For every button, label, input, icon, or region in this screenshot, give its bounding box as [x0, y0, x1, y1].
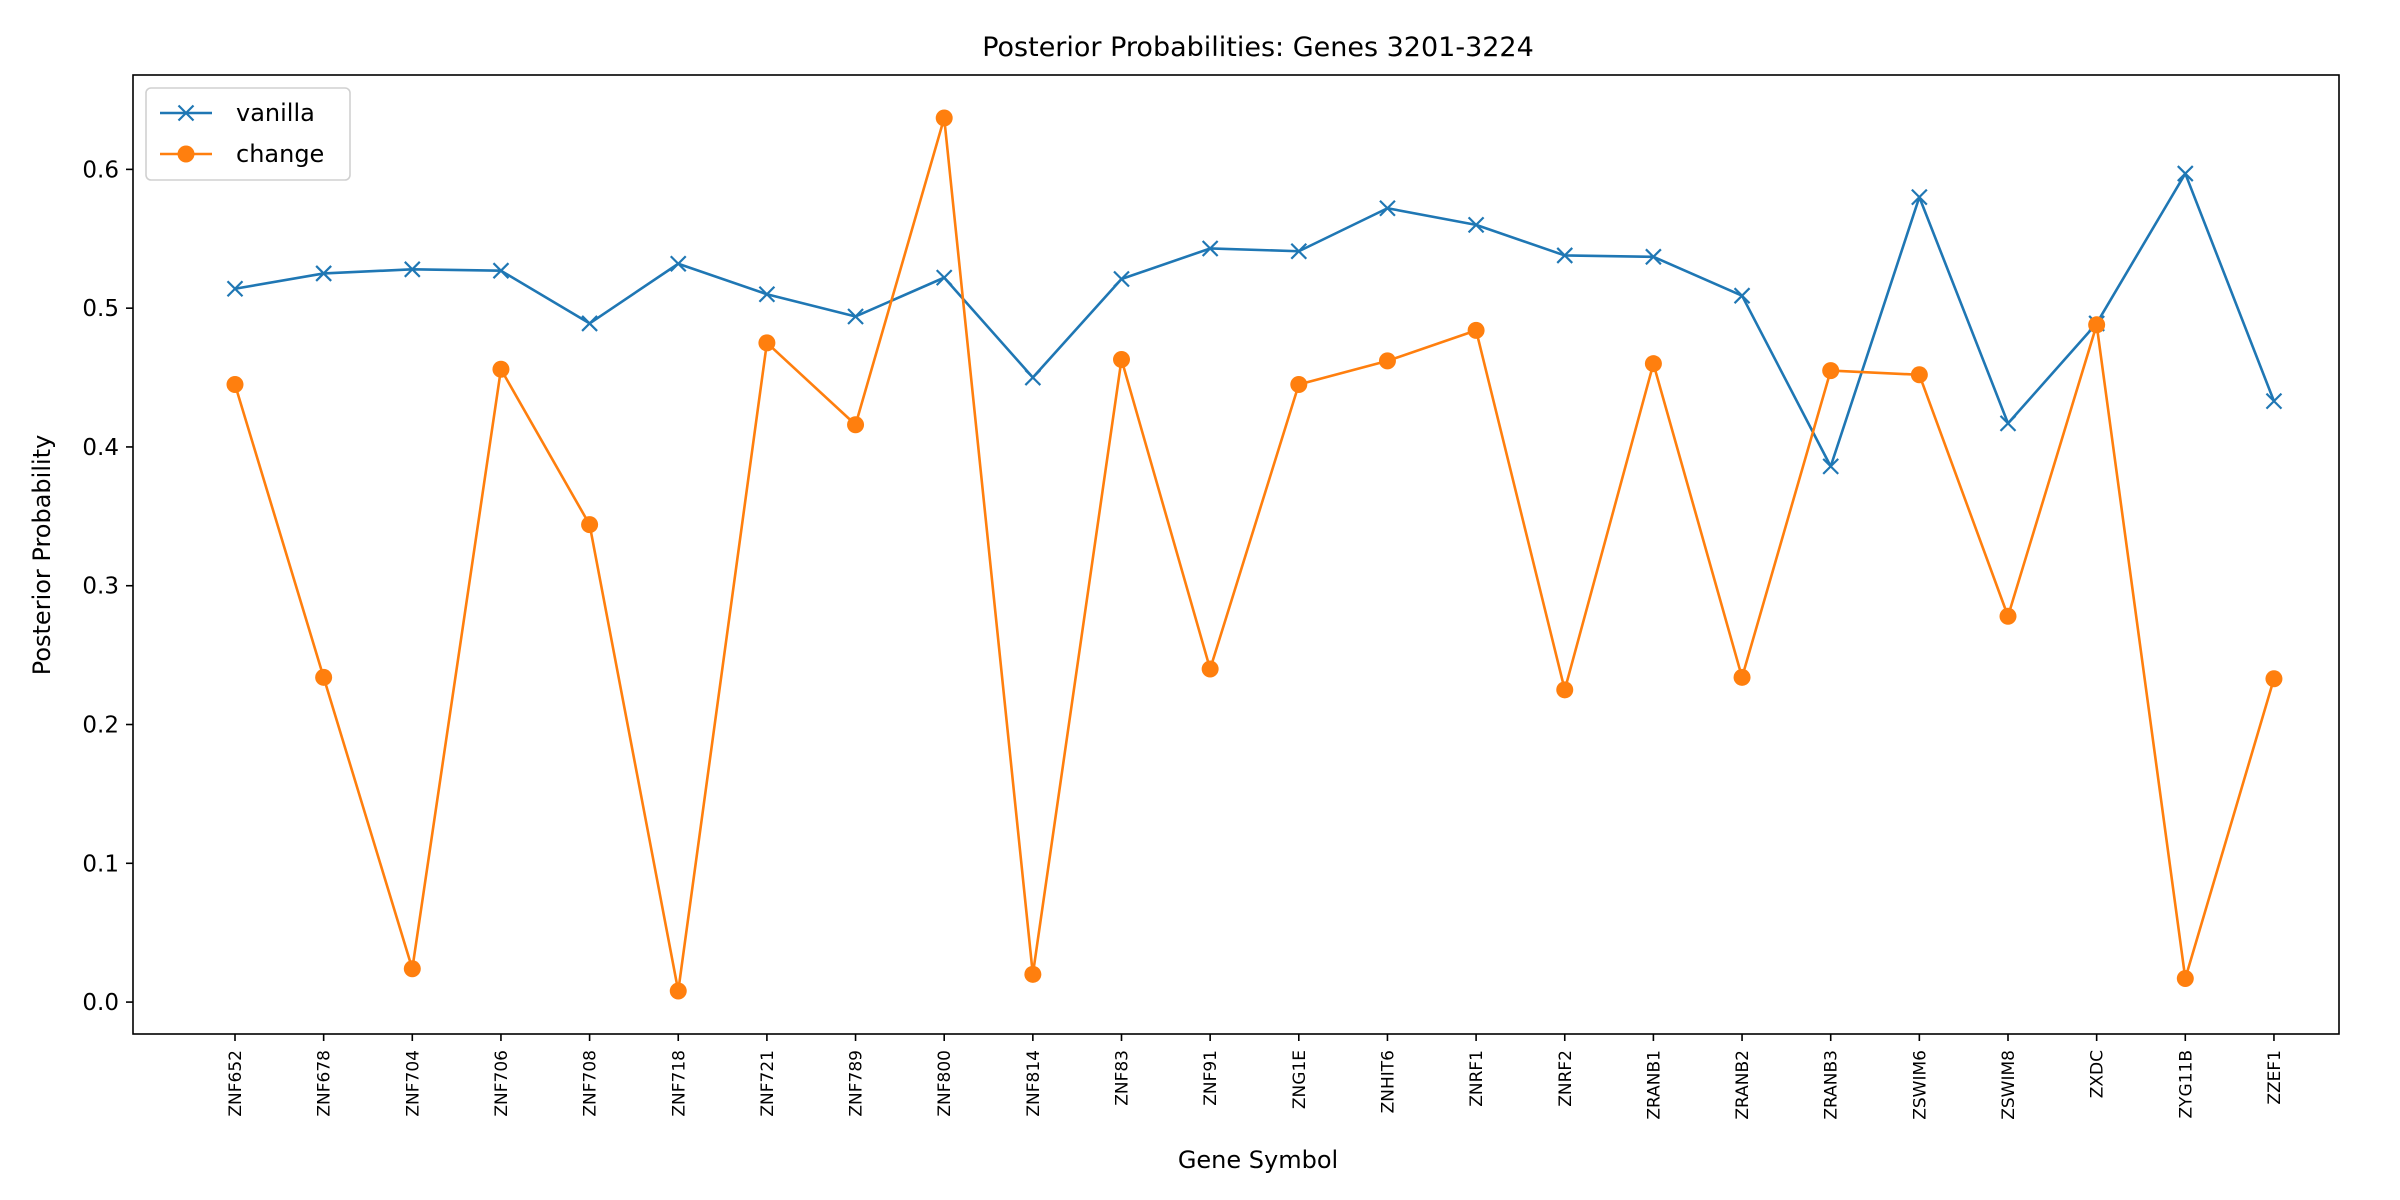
x-tick-label: ZNF678 — [315, 1050, 335, 1117]
data-point — [1378, 352, 1396, 370]
data-point — [847, 308, 864, 325]
data-point — [935, 269, 953, 286]
data-point — [1822, 362, 1840, 380]
y-tick-label: 0.6 — [82, 157, 119, 183]
x-tick-label: ZNF800 — [935, 1050, 955, 1117]
data-point — [315, 265, 332, 282]
data-point — [226, 280, 244, 298]
y-tick-label: 0.4 — [82, 435, 119, 461]
data-point — [935, 109, 953, 127]
data-point — [1822, 458, 1839, 475]
data-point — [315, 668, 333, 686]
data-point — [2265, 670, 2283, 688]
data-point — [1024, 369, 1042, 386]
x-tick-label: ZNRF2 — [1556, 1050, 1576, 1107]
x-tick-label: ZRANB1 — [1644, 1050, 1664, 1120]
x-tick-label: ZNF718 — [669, 1050, 689, 1117]
data-point — [1999, 607, 2017, 625]
x-tick-label: ZNF91 — [1201, 1050, 1221, 1106]
legend-marker — [177, 104, 195, 122]
data-point — [1113, 270, 1130, 288]
x-tick-label: ZSWIM8 — [1999, 1050, 2019, 1120]
data-point — [1201, 240, 1219, 257]
series-line — [234, 172, 2276, 468]
data-point — [1467, 321, 1485, 339]
legend-label: change — [236, 140, 324, 168]
legend-label: vanilla — [236, 99, 315, 127]
data-point — [1733, 287, 1751, 304]
x-tick-label: ZNF706 — [492, 1050, 512, 1117]
legend: vanilla change — [145, 87, 351, 181]
data-point — [226, 375, 244, 393]
chart-title: Posterior Probabilities: Genes 3201-3224 — [982, 32, 1534, 63]
data-point — [1467, 216, 1485, 234]
x-tick-label: ZNF789 — [847, 1050, 867, 1117]
data-point — [581, 315, 598, 332]
y-axis: 0.0 0.1 0.2 0.3 0.4 0.5 0.6 — [82, 157, 133, 1016]
x-tick-label: ZNF814 — [1024, 1050, 1044, 1117]
y-axis-label: Posterior Probability — [28, 435, 56, 676]
x-tick-label: ZRANB3 — [1822, 1050, 1842, 1120]
x-tick-label: ZNF652 — [226, 1050, 246, 1117]
data-point — [669, 255, 687, 273]
legend-item-change: change — [160, 140, 324, 168]
data-point — [1290, 375, 1308, 393]
plot-area — [132, 74, 2340, 1035]
data-point — [1113, 351, 1130, 369]
data-point — [2176, 969, 2194, 987]
data-point — [1379, 199, 1396, 217]
x-tick-label: ZYG11B — [2176, 1050, 2196, 1119]
legend-item-vanilla: vanilla — [160, 99, 315, 127]
data-point — [1201, 660, 1219, 678]
data-point — [847, 416, 865, 434]
y-tick-label: 0.1 — [82, 851, 119, 877]
legend-frame — [145, 87, 351, 181]
data-point — [758, 334, 776, 352]
data-point — [1644, 355, 1662, 373]
data-point — [758, 286, 776, 303]
data-point — [1910, 366, 1928, 384]
data-point — [1556, 247, 1574, 264]
legend-marker — [177, 145, 195, 163]
data-point — [1556, 681, 1574, 699]
x-tick-label: ZRANB2 — [1733, 1050, 1753, 1120]
data-point — [492, 360, 510, 378]
x-tick-label: ZSWIM6 — [1910, 1050, 1930, 1120]
x-tick-label: ZNHIT6 — [1378, 1050, 1398, 1113]
data-point — [403, 960, 421, 978]
y-tick-label: 0.0 — [82, 990, 119, 1016]
y-tick-label: 0.3 — [82, 574, 119, 600]
x-tick-label: ZZEF1 — [2265, 1050, 2285, 1105]
y-tick-label: 0.2 — [82, 713, 119, 739]
series-layer — [226, 109, 2283, 1000]
x-axis: ZNF652 ZNF678 ZNF704 ZNF706 ZNF708 ZNF718 ZNF7… — [226, 1034, 2285, 1120]
data-point — [404, 261, 421, 278]
y-tick-label: 0.5 — [82, 296, 119, 322]
x-tick-label: ZNRF1 — [1467, 1050, 1487, 1107]
data-point — [1024, 965, 1042, 983]
data-point — [492, 262, 510, 279]
x-tick-label: ZNG1E — [1290, 1050, 1310, 1109]
series-line — [233, 116, 2276, 993]
x-tick-label: ZNF704 — [403, 1050, 423, 1117]
x-tick-label: ZXDC — [2088, 1050, 2108, 1098]
data-point — [1733, 668, 1751, 686]
data-point — [1999, 415, 2017, 432]
data-point — [2177, 165, 2194, 182]
x-tick-label: ZNF83 — [1113, 1050, 1133, 1106]
data-point — [2265, 392, 2283, 410]
x-tick-label: ZNF721 — [758, 1050, 778, 1117]
data-point — [581, 516, 599, 534]
data-point — [1645, 248, 1662, 266]
data-point — [1290, 242, 1308, 260]
x-axis-label: Gene Symbol — [1178, 1146, 1338, 1174]
data-point — [669, 982, 687, 1000]
data-point — [2088, 316, 2106, 334]
data-point — [1911, 188, 1928, 206]
series-change — [226, 109, 2283, 1000]
x-tick-label: ZNF708 — [581, 1050, 601, 1117]
